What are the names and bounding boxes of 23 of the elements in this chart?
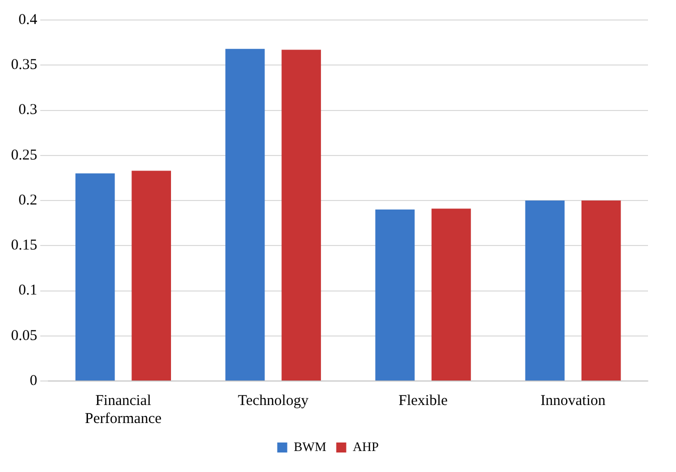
bar (581, 200, 621, 380)
y-tick-label: 0.25 (11, 147, 38, 164)
y-tick-label: 0.15 (11, 238, 38, 254)
legend-label: BWM (294, 438, 327, 454)
x-tick-label: Technology (238, 392, 309, 409)
legend-label: AHP (352, 438, 379, 454)
y-tick-label: 0.3 (18, 102, 38, 118)
bar (432, 208, 471, 380)
x-tick-label: Flexible (398, 392, 448, 409)
y-tick-label: 0.35 (11, 57, 38, 74)
bar (132, 170, 172, 380)
y-tick-label: 0.2 (18, 192, 38, 208)
bar (375, 210, 415, 380)
bar (75, 173, 115, 380)
y-tick-label: 0.1 (18, 282, 38, 299)
bar (282, 50, 321, 380)
x-tick-label: Innovation (540, 392, 606, 409)
y-tick-label: 0.05 (11, 328, 38, 344)
bar (525, 200, 565, 380)
y-tick-label: 0 (30, 372, 38, 389)
bar (225, 48, 265, 380)
x-tick-label: Financial Performance (84, 392, 162, 427)
y-tick-label: 0.4 (18, 12, 38, 28)
